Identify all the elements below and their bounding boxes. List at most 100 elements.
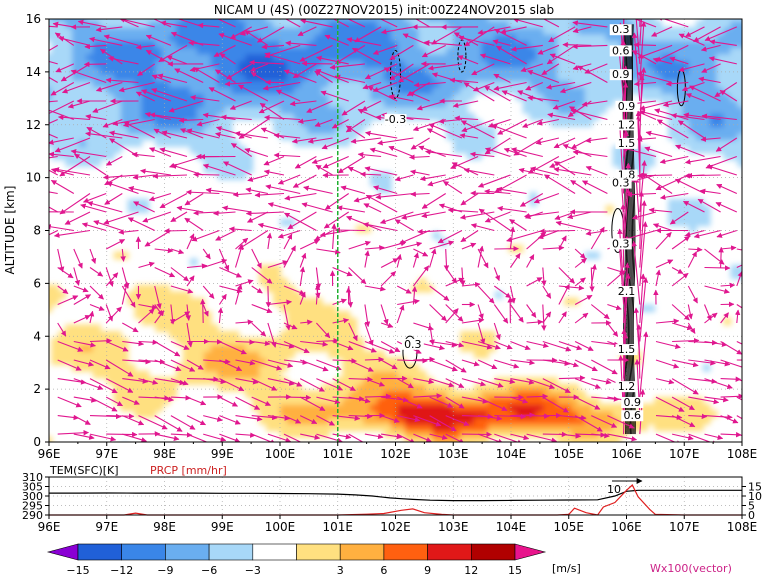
shade-cell: [460, 20, 469, 28]
shade-cell: [349, 86, 358, 94]
shade-cell: [751, 139, 759, 147]
shade-cell: [273, 79, 281, 88]
shade-cell: [342, 403, 351, 412]
wind-vector: [105, 156, 123, 166]
wind-vector: [208, 87, 236, 102]
shade-cell: [342, 377, 351, 385]
shade-cell: [404, 106, 413, 114]
shade-cell: [58, 350, 67, 359]
shade-cell: [363, 86, 372, 94]
shade-cell: [217, 159, 226, 167]
wind-vector: [228, 226, 252, 232]
shade-cell: [370, 416, 378, 425]
shade-cell: [363, 20, 372, 28]
shade-cell: [654, 66, 663, 75]
wind-vector: [622, 229, 657, 242]
y-tick-label-right: 10: [748, 490, 762, 503]
shade-cell: [474, 73, 482, 81]
shade-cell: [474, 397, 482, 405]
wind-vector: [299, 44, 333, 62]
shade-cell: [356, 377, 365, 385]
shade-cell: [155, 60, 164, 68]
shade-cell: [231, 106, 240, 114]
shade-cell: [591, 416, 600, 425]
shade-cell: [273, 19, 281, 22]
wind-vector: [546, 81, 576, 90]
shade-cell: [335, 53, 344, 61]
shade-cell: [453, 40, 462, 48]
shade-cell: [196, 311, 205, 319]
shade-cell: [397, 423, 406, 432]
shade-cell: [487, 46, 496, 55]
shade-cell: [335, 46, 344, 55]
shade-cell: [120, 53, 129, 61]
colorbar-tick-label: −3: [245, 564, 261, 575]
shade-cell: [481, 126, 489, 134]
shade-cell: [342, 324, 351, 332]
shade-cell: [162, 126, 171, 134]
shade-cell: [370, 390, 378, 398]
shade-cell: [737, 79, 742, 88]
wind-vector: [429, 304, 447, 322]
wind-vector: [736, 415, 742, 420]
shade-cell: [717, 7, 725, 15]
shade-cell: [79, 337, 87, 346]
shade-cell: [425, 430, 434, 438]
shade-cell: [605, 86, 614, 94]
shade-cell: [702, 218, 711, 227]
shade-cell: [49, 53, 53, 61]
shade-cell: [591, 40, 600, 48]
wind-vector: [92, 100, 123, 113]
contour-label: 0.9: [612, 68, 630, 81]
shade-cell: [349, 317, 358, 326]
shade-cell: [148, 26, 157, 35]
shade-cell: [162, 86, 171, 94]
wind-vector: [224, 81, 252, 87]
wind-vector: [73, 315, 91, 324]
shade-cell: [203, 357, 212, 365]
wind-vector: [283, 245, 296, 268]
shade-cell: [508, 73, 517, 81]
shade-cell: [702, 86, 711, 94]
shade-cell: [51, 337, 60, 346]
x-tick-label: 96E: [38, 447, 61, 461]
shade-cell: [134, 132, 143, 141]
shade-cell: [106, 331, 115, 339]
wind-vector: [320, 90, 349, 102]
shade-cell: [86, 93, 94, 101]
wind-vector: [245, 187, 269, 195]
shade-cell: [515, 377, 524, 385]
wind-vector: [510, 340, 531, 351]
wind-vector: [55, 63, 75, 73]
shade-cell: [148, 106, 157, 114]
shade-cell: [557, 410, 566, 418]
shade-cell: [467, 436, 475, 442]
contour-label-bg: [615, 119, 638, 131]
shade-cell: [217, 20, 226, 28]
shade-cell: [162, 284, 171, 293]
shade-cell: [730, 53, 739, 61]
wind-vector: [688, 359, 716, 366]
shade-cell: [176, 53, 184, 61]
shade-cell: [474, 337, 482, 346]
shade-cell: [134, 297, 143, 306]
shade-cell: [751, 146, 759, 154]
wind-vector: [633, 307, 641, 361]
shade-cell: [605, 33, 614, 42]
shade-cell: [384, 73, 392, 81]
shade-cell: [328, 19, 337, 22]
shade-cell: [612, 403, 621, 412]
shade-cell: [571, 73, 579, 81]
wind-vector: [541, 267, 547, 287]
shade-cell: [377, 86, 385, 94]
shade-cell: [99, 112, 108, 121]
shade-cell: [356, 423, 365, 432]
x-tick-label: 106E: [611, 447, 642, 461]
wind-vector: [429, 396, 454, 408]
shade-cell: [300, 132, 309, 141]
shade-cell: [259, 264, 268, 273]
shade-cell: [72, 99, 80, 108]
shade-cell: [550, 112, 559, 121]
shade-cell: [695, 73, 704, 81]
contour-label: -0.3: [385, 113, 406, 126]
